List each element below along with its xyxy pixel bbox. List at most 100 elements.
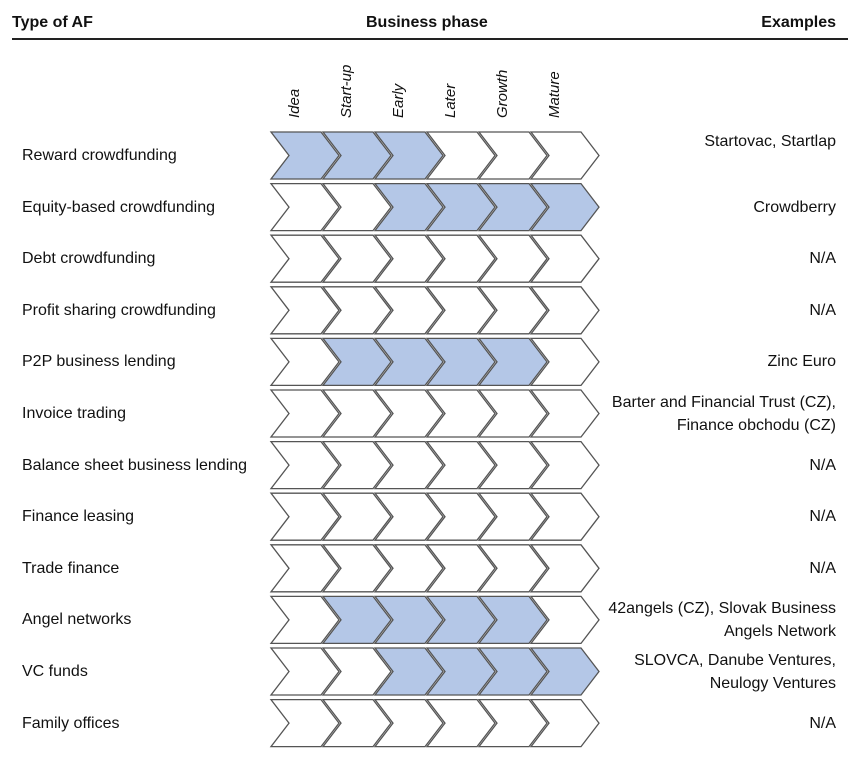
chevron-inactive <box>321 492 392 541</box>
chevron-inactive <box>529 337 600 387</box>
examples-text: Zinc Euro <box>767 353 836 371</box>
chevron-active <box>477 595 548 645</box>
examples-text: N/A <box>809 508 836 526</box>
chevron-inactive <box>477 492 548 541</box>
examples-text: N/A <box>809 301 836 319</box>
chevron-inactive <box>321 234 392 283</box>
chevron-active <box>477 647 548 696</box>
chevron-inactive <box>529 234 600 283</box>
header-phase: Business phase <box>366 14 488 31</box>
chevron-inactive <box>269 182 340 232</box>
chevron-inactive <box>269 440 340 490</box>
chevron-inactive <box>373 286 444 335</box>
chevron-inactive <box>373 492 444 541</box>
chevron-inactive <box>425 440 496 490</box>
af-type-label: Invoice trading <box>22 405 127 422</box>
chevron-inactive <box>269 337 340 387</box>
af-type-label: Reward crowdfunding <box>22 147 177 164</box>
header-examples: Examples <box>761 14 836 31</box>
chevron-inactive <box>269 389 340 438</box>
chevron-inactive <box>321 647 392 696</box>
chevron-inactive <box>477 440 548 490</box>
af-type-label: Finance leasing <box>22 508 135 526</box>
examples-text: N/A <box>809 559 836 577</box>
chevron-inactive <box>425 234 496 283</box>
chevron-inactive <box>425 544 496 593</box>
examples-text: N/A <box>809 456 836 474</box>
af-type-label: Equity-based crowdfunding <box>22 198 216 216</box>
chevron-inactive <box>477 286 548 335</box>
chevron-inactive <box>529 131 600 180</box>
chevron-inactive <box>321 389 392 438</box>
chevron-active <box>425 182 496 232</box>
chevron-inactive <box>269 286 340 335</box>
chevron-inactive <box>269 647 340 696</box>
chevron-inactive <box>477 544 548 593</box>
chevron-inactive <box>373 544 444 593</box>
chevron-active <box>373 647 444 696</box>
examples-text: N/A <box>809 250 836 268</box>
chevron-active <box>529 182 600 232</box>
af-type-label: VC funds <box>22 663 88 680</box>
header-type: Type of AF <box>12 14 93 31</box>
chevron-inactive <box>425 131 496 180</box>
chevron-active <box>321 595 392 645</box>
chevron-active <box>373 337 444 387</box>
af-type-label: Trade finance <box>22 559 120 577</box>
chevron-active <box>425 647 496 696</box>
chevron-inactive <box>529 440 600 490</box>
chevron-inactive <box>321 698 392 748</box>
chevron-inactive <box>477 389 548 438</box>
af-type-label: P2P business lending <box>22 353 176 371</box>
chevron-inactive <box>425 698 496 748</box>
chevron-active <box>477 182 548 232</box>
chevron-inactive <box>477 698 548 748</box>
chevron-inactive <box>269 595 340 645</box>
chevron-inactive <box>321 544 392 593</box>
chevron-inactive <box>529 389 600 438</box>
af-type-label: Family offices <box>22 714 120 732</box>
chevron-inactive <box>425 286 496 335</box>
af-type-label: Balance sheet business lending <box>22 456 248 474</box>
chevron-active <box>321 131 392 180</box>
examples-text: N/A <box>809 714 836 732</box>
chevron-inactive <box>269 492 340 541</box>
chevron-active <box>321 337 392 387</box>
chevron-inactive <box>529 492 600 541</box>
header-rule <box>12 38 848 40</box>
chevron-inactive <box>269 234 340 283</box>
chevron-inactive <box>269 698 340 748</box>
chevron-inactive <box>321 440 392 490</box>
chevron-active <box>373 131 444 180</box>
af-type-label: Profit sharing crowdfunding <box>22 301 216 319</box>
chevron-inactive <box>477 234 548 283</box>
chevron-active <box>425 595 496 645</box>
chevron-active <box>373 595 444 645</box>
chevron-inactive <box>529 544 600 593</box>
examples-text: Crowdberry <box>753 198 836 216</box>
examples-text: Startovac, Startlap <box>704 133 836 150</box>
chevron-active <box>425 337 496 387</box>
chevron-inactive <box>425 492 496 541</box>
chevron-active <box>373 182 444 232</box>
chevron-inactive <box>529 698 600 748</box>
examples-text: 42angels (CZ), Slovak Business Angels Ne… <box>608 599 836 640</box>
chevron-active <box>269 131 340 180</box>
chevron-inactive <box>477 131 548 180</box>
af-type-label: Debt crowdfunding <box>22 250 156 268</box>
chevron-inactive <box>529 286 600 335</box>
chevron-inactive <box>321 286 392 335</box>
chevron-inactive <box>373 234 444 283</box>
chevron-inactive <box>321 182 392 232</box>
examples-text: SLOVCA, Danube Ventures, Neulogy Venture… <box>634 651 836 692</box>
chevron-inactive <box>373 440 444 490</box>
chevron-inactive <box>269 544 340 593</box>
af-type-label: Angel networks <box>22 611 132 629</box>
chevron-active <box>529 647 600 696</box>
chevron-inactive <box>529 595 600 645</box>
chevron-active <box>477 337 548 387</box>
chevron-inactive <box>425 389 496 438</box>
chevron-inactive <box>373 698 444 748</box>
examples-text: Barter and Financial Trust (CZ), Finance… <box>611 393 836 434</box>
